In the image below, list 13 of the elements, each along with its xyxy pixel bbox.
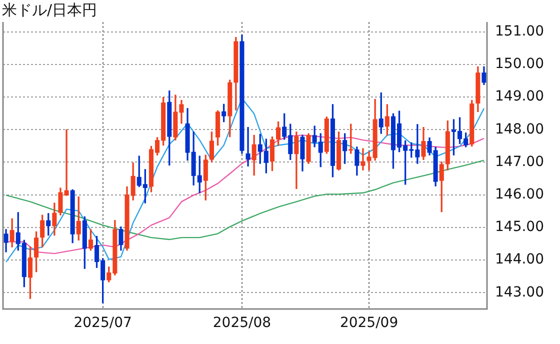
- y-tick-label: 146.00: [495, 186, 544, 202]
- x-tick-label: 2025/07: [74, 315, 132, 332]
- chart-title: 米ドル/日本円: [2, 1, 98, 20]
- y-tick-label: 149.00: [495, 88, 544, 105]
- y-tick-label: 147.00: [495, 154, 544, 170]
- y-tick-label: 145.00: [495, 219, 544, 236]
- y-tick-label: 151.00: [495, 23, 544, 40]
- x-tick-label: 2025/09: [340, 315, 398, 332]
- y-tick-label: 148.00: [495, 121, 544, 138]
- y-tick-label: 144.00: [495, 252, 544, 268]
- x-tick-label: 2025/08: [212, 315, 272, 332]
- y-tick-label: 143.00: [495, 284, 544, 300]
- y-tick-label: 150.00: [495, 56, 544, 72]
